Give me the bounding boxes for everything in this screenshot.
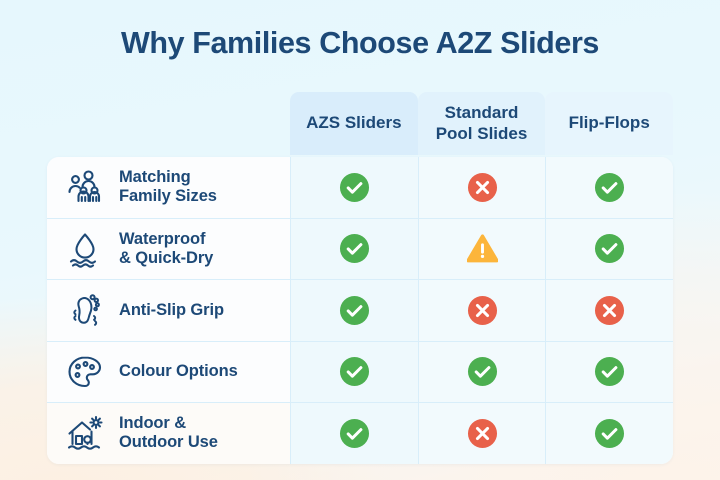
- feature-cell: Waterproof & Quick-Dry: [47, 218, 290, 279]
- status-cell-azs: [290, 280, 418, 341]
- column-header-standard-pool-slides: Standard Pool Slides: [417, 92, 546, 155]
- feature-column-header: [47, 92, 290, 155]
- paint-palette-icon: [65, 352, 105, 392]
- cross-circle-icon: [467, 295, 497, 325]
- status-cell-azs: [290, 157, 418, 218]
- feature-label-line1: Anti-Slip Grip: [119, 300, 224, 319]
- table-row: Colour Options: [47, 341, 673, 403]
- warning-triangle-icon: [466, 234, 498, 263]
- column-header-azs-label: AZS Sliders: [306, 113, 402, 133]
- check-circle-icon: [339, 234, 369, 264]
- table-row: Matching Family Sizes: [47, 157, 673, 219]
- feature-label-line2: & Quick-Dry: [119, 248, 214, 267]
- column-header-standard-line2: Pool Slides: [435, 123, 528, 143]
- check-circle-icon: [595, 234, 625, 264]
- check-circle-icon: [339, 357, 369, 387]
- feature-label-line2: Outdoor Use: [119, 433, 218, 452]
- comparison-table: AZS Sliders Standard Pool Slides Flip-Fl…: [47, 92, 674, 464]
- page-title: Why Families Choose A2Z Sliders: [121, 26, 599, 60]
- feature-label-line1: Waterproof: [119, 229, 206, 248]
- status-cell-flip: [545, 157, 673, 218]
- check-circle-icon: [339, 418, 369, 448]
- table-row: Anti-Slip Grip: [47, 280, 673, 342]
- feature-cell: Matching Family Sizes: [47, 157, 290, 218]
- feature-cell: Indoor & Outdoor Use: [47, 403, 290, 464]
- status-cell-standard: [417, 157, 546, 218]
- check-circle-icon: [339, 295, 369, 325]
- cross-circle-icon: [467, 418, 497, 448]
- feature-cell: Colour Options: [47, 341, 290, 402]
- feature-cell: Anti-Slip Grip: [47, 280, 290, 341]
- table-body: Matching Family Sizes: [47, 157, 673, 464]
- check-circle-icon: [467, 357, 497, 387]
- check-circle-icon: [595, 172, 625, 202]
- check-circle-icon: [595, 418, 625, 448]
- table-row: Indoor & Outdoor Use: [47, 403, 673, 464]
- column-header-azs: AZS Sliders: [290, 92, 418, 155]
- feature-label: Matching Family Sizes: [119, 168, 217, 206]
- status-cell-azs: [290, 218, 418, 279]
- feature-label-line2: Family Sizes: [119, 187, 217, 206]
- check-circle-icon: [595, 357, 625, 387]
- status-cell-standard: [417, 218, 546, 279]
- column-header-flip-label: Flip-Flops: [568, 113, 650, 133]
- cross-circle-icon: [595, 295, 625, 325]
- column-header-flip-flops: Flip-Flops: [545, 92, 674, 155]
- status-cell-flip: [545, 403, 673, 464]
- status-cell-flip: [545, 218, 673, 279]
- check-circle-icon: [339, 172, 369, 202]
- family-group-icon: [65, 167, 105, 207]
- status-cell-azs: [290, 341, 418, 402]
- status-cell-standard: [417, 341, 546, 402]
- status-cell-azs: [290, 403, 418, 464]
- status-cell-flip: [545, 280, 673, 341]
- feature-label: Colour Options: [119, 362, 238, 381]
- feature-label-line1: Indoor &: [119, 414, 187, 433]
- table-row: Waterproof & Quick-Dry: [47, 218, 673, 280]
- status-cell-standard: [417, 280, 546, 341]
- water-droplet-icon: [65, 229, 105, 269]
- feature-label-line1: Colour Options: [119, 362, 238, 381]
- status-cell-standard: [417, 403, 546, 464]
- footprint-icon: [65, 290, 105, 330]
- feature-label-line1: Matching: [119, 168, 191, 187]
- feature-label: Waterproof & Quick-Dry: [119, 230, 213, 268]
- cross-circle-icon: [467, 172, 497, 202]
- column-header-standard-label: Standard Pool Slides: [436, 103, 528, 143]
- status-cell-flip: [545, 341, 673, 402]
- feature-label: Indoor & Outdoor Use: [119, 414, 218, 452]
- column-header-standard-line1: Standard: [444, 103, 519, 123]
- house-sun-icon: [65, 413, 105, 453]
- feature-label: Anti-Slip Grip: [119, 301, 224, 320]
- table-header-row: AZS Sliders Standard Pool Slides Flip-Fl…: [47, 92, 674, 155]
